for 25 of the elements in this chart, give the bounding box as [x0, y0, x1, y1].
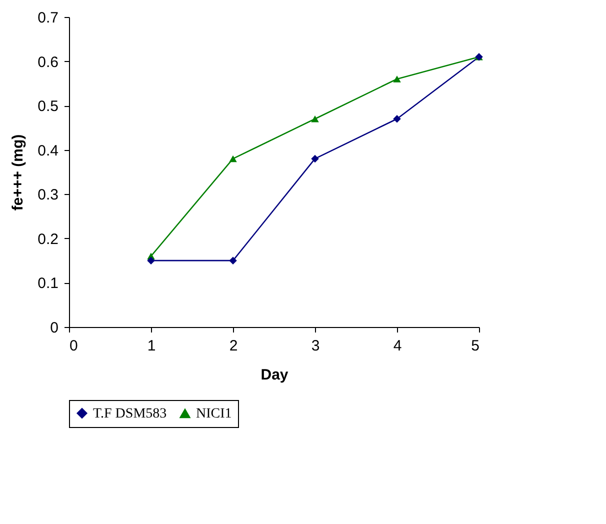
x-tick-label: 1: [147, 338, 156, 354]
point: [311, 154, 319, 163]
legend-label: NICI1: [196, 406, 232, 422]
point: [393, 114, 401, 123]
y-tick-label: 0.5: [38, 98, 58, 116]
y-tick-label: 0.6: [38, 54, 58, 71]
y-tick-label: 0.7: [38, 10, 58, 26]
y-tick-label: 0.1: [38, 275, 58, 292]
legend-label: T.F DSM583: [93, 406, 167, 422]
point: [229, 256, 237, 264]
x-tick-label: 0: [70, 338, 78, 354]
y-axis-title: fe+++ (mg): [10, 134, 27, 211]
point: [147, 256, 155, 264]
point: [393, 76, 401, 82]
x-axis-title: Day: [260, 366, 289, 384]
point: [229, 155, 237, 162]
x-tick-label: 3: [311, 338, 320, 354]
y-tick-label: 0: [50, 320, 58, 336]
x-tick-label: 2: [229, 338, 238, 354]
x-tick-label: 4: [393, 338, 402, 354]
y-tick-label: 0.3: [38, 186, 58, 204]
x-tick-label: 5: [471, 338, 480, 354]
point: [311, 116, 319, 122]
y-tick-label: 0.2: [38, 230, 58, 248]
y-tick-label: 0.4: [38, 142, 58, 160]
